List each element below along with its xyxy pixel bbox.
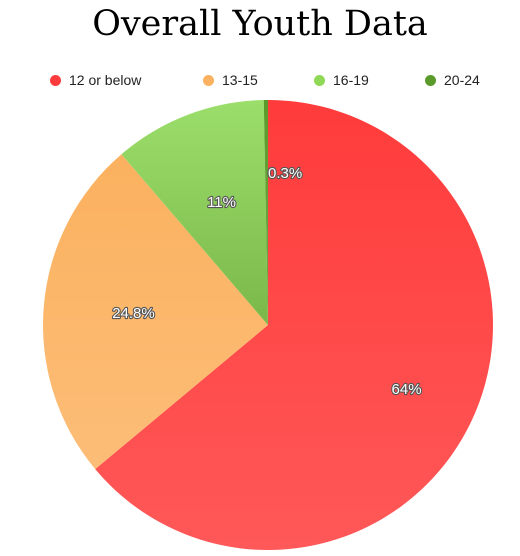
legend-label-16-19: 16-19 bbox=[333, 72, 369, 88]
slice-12-or-below bbox=[95, 100, 493, 550]
slice-label-20-24: 0.3% bbox=[268, 165, 302, 182]
legend-item-20-24: 20-24 bbox=[425, 70, 480, 90]
legend-label-13-15: 13-15 bbox=[222, 72, 258, 88]
legend-swatch-12-or-below bbox=[50, 74, 61, 86]
legend-label-20-24: 20-24 bbox=[444, 72, 480, 88]
slice-16-19 bbox=[121, 100, 269, 326]
slice-20-24 bbox=[263, 100, 268, 325]
legend-item-16-19: 16-19 bbox=[314, 70, 369, 90]
legend-item-13-15: 13-15 bbox=[203, 70, 258, 90]
legend-swatch-20-24 bbox=[425, 74, 436, 86]
chart-title: Overall Youth Data bbox=[92, 4, 428, 44]
slice-label-16-19: 11% bbox=[207, 194, 236, 211]
legend-swatch-16-19 bbox=[314, 74, 325, 86]
legend-label-12-or-below: 12 or below bbox=[69, 72, 142, 88]
slice-label-12-or-below: 64% bbox=[392, 381, 422, 398]
legend-item-12-or-below: 12 or below bbox=[50, 70, 141, 90]
legend: 12 or below 13-15 16-19 20-24 bbox=[0, 70, 520, 90]
slice-label-13-15: 24.8% bbox=[112, 305, 155, 322]
legend-swatch-13-15 bbox=[203, 74, 214, 86]
slice-13-15 bbox=[42, 154, 269, 470]
